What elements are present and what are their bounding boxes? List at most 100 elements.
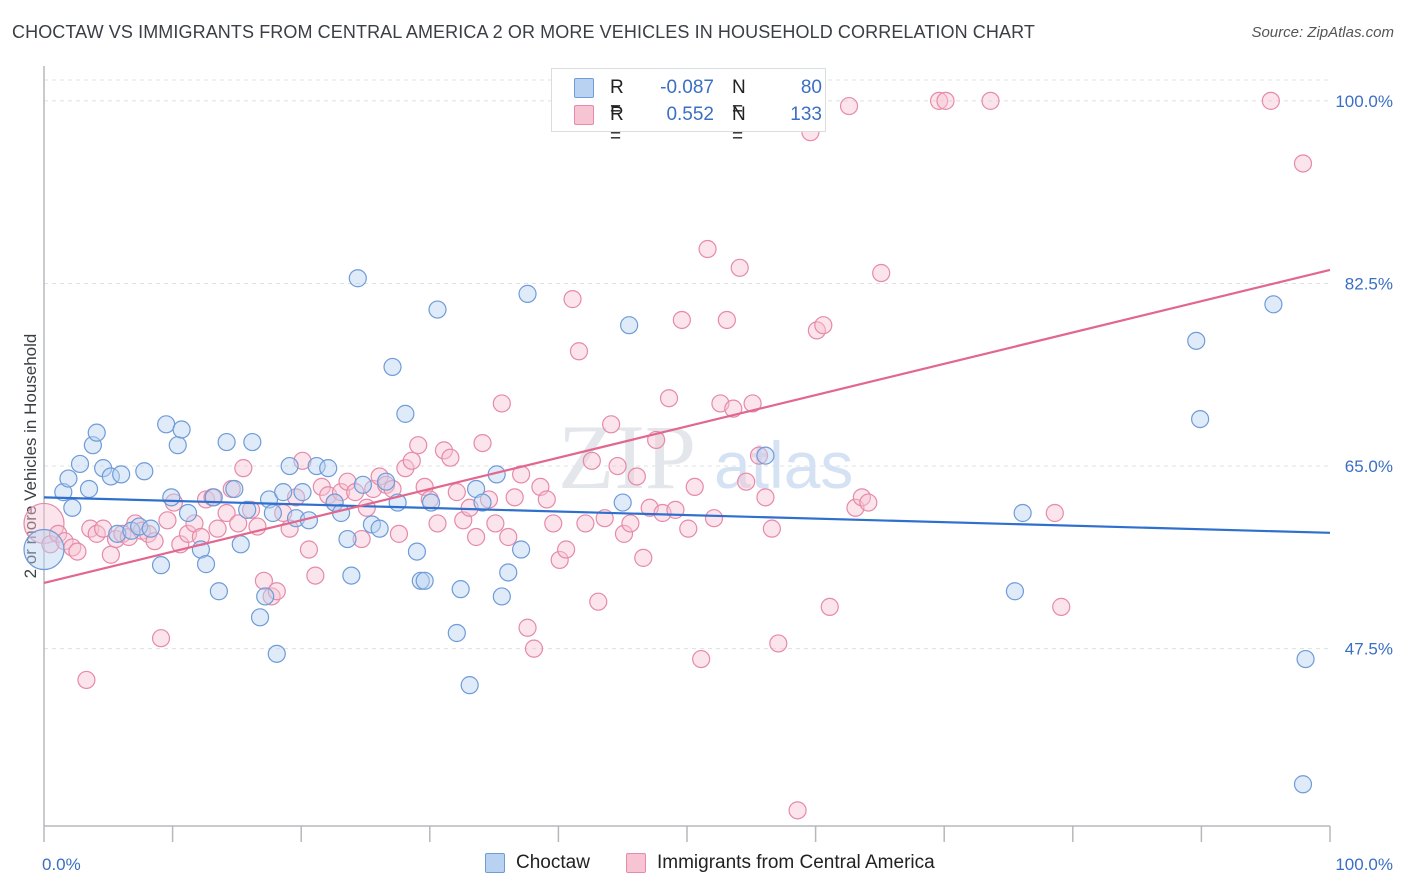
data-point-choctaw — [451, 580, 470, 599]
data-point-choctaw — [130, 517, 149, 536]
trend-line-immigrants — [43, 268, 1331, 584]
data-point-choctaw — [87, 423, 106, 442]
data-point-immigrants — [299, 540, 319, 559]
data-point-immigrants — [306, 566, 325, 585]
data-point-choctaw — [1191, 409, 1210, 429]
data-point-immigrants — [756, 488, 775, 507]
data-point-choctaw — [376, 472, 396, 491]
data-point-choctaw — [460, 676, 479, 695]
data-point-immigrants — [518, 618, 537, 637]
data-point-immigrants — [698, 239, 717, 259]
data-point-immigrants — [685, 477, 704, 497]
data-point-choctaw — [342, 566, 361, 585]
axes — [43, 66, 1331, 842]
data-point-immigrants — [679, 519, 698, 538]
data-point-immigrants — [814, 316, 833, 335]
data-point-immigrants — [1293, 154, 1313, 173]
data-point-immigrants — [217, 503, 236, 523]
data-point-immigrants — [859, 493, 878, 512]
legend-n-value-immigrants: 133 — [790, 104, 822, 125]
data-point-choctaw — [70, 454, 90, 474]
data-point-choctaw — [396, 404, 415, 423]
data-point-immigrants — [749, 446, 769, 465]
data-point-immigrants — [820, 597, 839, 616]
legend-swatch-choctaw — [574, 78, 594, 98]
data-point-immigrants — [582, 451, 601, 470]
data-point-choctaw — [151, 556, 171, 575]
data-point-choctaw — [620, 316, 639, 335]
data-point-choctaw — [231, 535, 250, 554]
data-point-immigrants — [101, 545, 120, 564]
watermark: ZIP atlas — [558, 406, 853, 508]
data-point-choctaw — [407, 542, 427, 561]
data-point-immigrants — [602, 415, 621, 434]
data-point-choctaw — [135, 462, 154, 481]
data-point-choctaw — [492, 587, 511, 606]
data-point-choctaw — [225, 479, 244, 499]
data-point-immigrants — [737, 472, 756, 491]
data-point-choctaw — [613, 493, 632, 512]
data-point-choctaw — [274, 483, 293, 502]
data-point-immigrants — [839, 96, 859, 116]
data-point-choctaw — [756, 446, 775, 465]
data-point-immigrants — [402, 451, 421, 470]
data-point-choctaw — [263, 503, 283, 523]
legend-swatch-immigrants — [574, 105, 594, 125]
data-point-immigrants — [389, 524, 409, 543]
y-tick-label: 47.5% — [1345, 640, 1393, 659]
trend-lines — [43, 268, 1331, 584]
x-tick-label: 100.0% — [1335, 855, 1393, 874]
data-point-immigrants — [614, 524, 634, 543]
data-point-choctaw — [1293, 775, 1313, 794]
data-point-immigrants — [486, 514, 505, 533]
data-point-choctaw — [383, 357, 402, 377]
data-point-immigrants — [23, 502, 65, 545]
data-point-choctaw — [512, 540, 531, 559]
data-point-immigrants — [473, 433, 492, 453]
data-point-immigrants — [234, 459, 253, 478]
data-point-choctaw — [428, 300, 447, 319]
data-point-immigrants — [208, 519, 227, 538]
data-point-choctaw — [307, 456, 326, 476]
data-point-choctaw — [250, 608, 270, 627]
data-point-immigrants — [730, 258, 749, 277]
data-point-immigrants — [1261, 91, 1280, 110]
data-point-immigrants — [717, 310, 736, 330]
data-point-choctaw — [1187, 331, 1206, 350]
data-point-choctaw — [168, 436, 187, 455]
data-point-immigrants — [254, 571, 274, 590]
x-tick-label: 0.0% — [42, 855, 81, 874]
data-point-choctaw — [353, 475, 373, 494]
data-point-choctaw — [243, 432, 262, 452]
data-point-immigrants — [428, 514, 447, 533]
data-point-choctaw — [204, 488, 223, 507]
data-point-immigrants — [537, 490, 556, 509]
data-point-choctaw — [157, 415, 176, 434]
data-point-immigrants — [634, 548, 653, 567]
data-point-immigrants — [929, 91, 949, 110]
legend-r-value-choctaw: -0.087 — [660, 77, 714, 98]
data-point-choctaw — [411, 571, 430, 590]
data-point-choctaw — [196, 555, 216, 574]
data-point-choctaw — [415, 571, 434, 590]
data-point-immigrants — [788, 801, 807, 820]
y-tick-label: 65.0% — [1345, 457, 1393, 476]
data-point-immigrants — [981, 91, 1000, 110]
data-point-immigrants — [589, 592, 608, 611]
data-point-immigrants — [346, 483, 365, 502]
data-point-immigrants — [608, 456, 627, 476]
trend-line-choctaw — [43, 496, 1331, 534]
data-point-immigrants — [936, 91, 955, 110]
legend-label-immigrants: Immigrants from Central America — [657, 852, 935, 873]
data-point-immigrants — [505, 488, 524, 507]
y-tick-label: 100.0% — [1335, 92, 1393, 111]
chart-title: CHOCTAW VS IMMIGRANTS FROM CENTRAL AMERI… — [12, 22, 1035, 42]
y-axis-label: 2 or more Vehicles in Household — [21, 334, 40, 579]
data-point-immigrants — [499, 527, 518, 547]
data-point-immigrants — [569, 342, 589, 361]
data-point-choctaw — [267, 644, 286, 663]
data-point-choctaw — [162, 488, 181, 507]
data-point-immigrants — [396, 459, 415, 478]
data-point-immigrants — [550, 550, 569, 570]
